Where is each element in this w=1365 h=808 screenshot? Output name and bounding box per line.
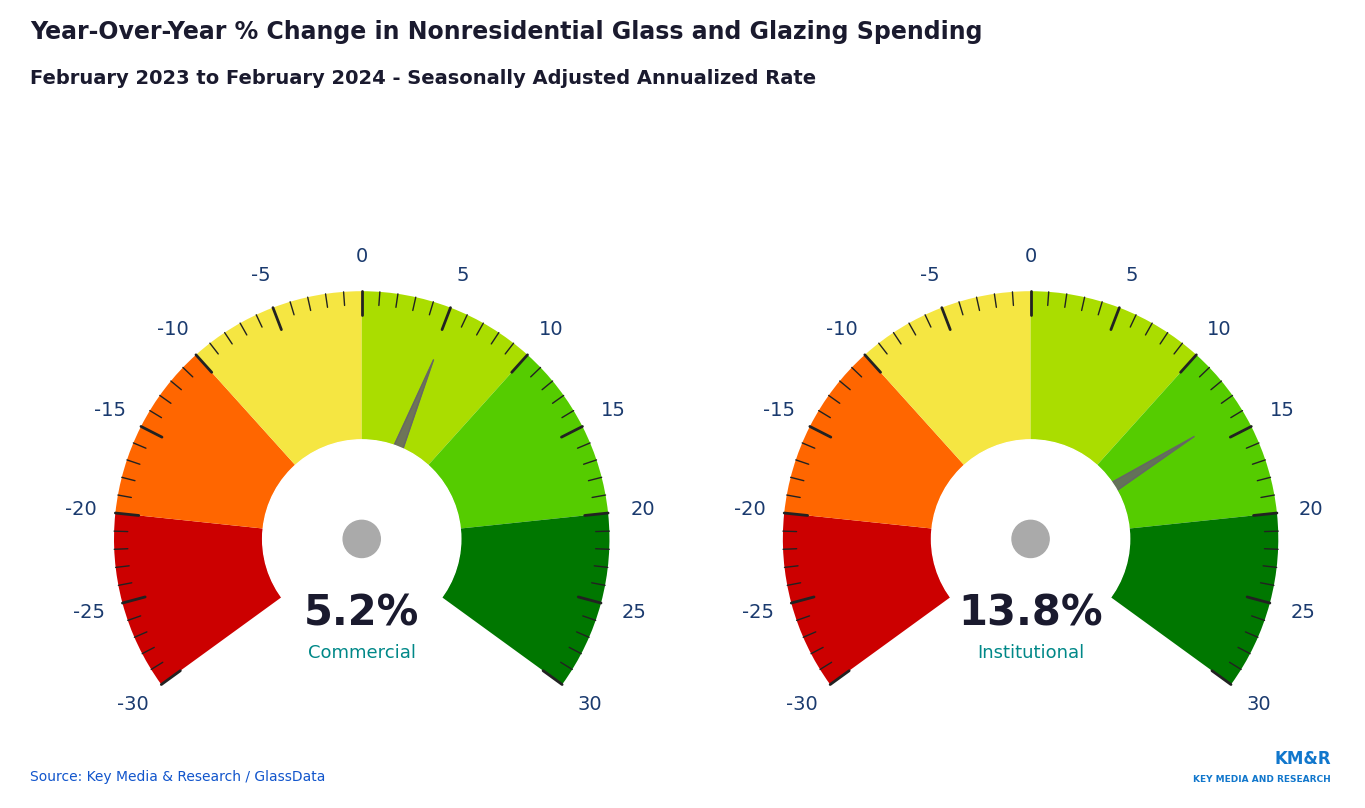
Text: KEY MEDIA AND RESEARCH: KEY MEDIA AND RESEARCH — [1193, 775, 1331, 784]
Wedge shape — [784, 513, 950, 684]
Circle shape — [343, 520, 381, 558]
Text: Commercial: Commercial — [307, 644, 416, 662]
Text: -25: -25 — [72, 603, 105, 621]
Wedge shape — [1097, 355, 1276, 528]
Text: 10: 10 — [538, 319, 562, 339]
Wedge shape — [865, 291, 1031, 465]
Text: 20: 20 — [1299, 500, 1324, 519]
Circle shape — [931, 440, 1130, 638]
Text: -10: -10 — [826, 319, 857, 339]
Wedge shape — [362, 291, 527, 465]
Text: -5: -5 — [920, 266, 939, 284]
Text: 13.8%: 13.8% — [958, 592, 1103, 634]
Text: 5: 5 — [1126, 266, 1138, 284]
Wedge shape — [1111, 513, 1278, 684]
Text: -20: -20 — [734, 500, 766, 519]
Text: -20: -20 — [66, 500, 97, 519]
Wedge shape — [116, 355, 295, 528]
Wedge shape — [1031, 291, 1196, 465]
Text: -15: -15 — [94, 402, 126, 420]
Text: Source: Key Media & Research / GlassData: Source: Key Media & Research / GlassData — [30, 770, 325, 784]
Wedge shape — [785, 355, 964, 528]
Text: Year-Over-Year % Change in Nonresidential Glass and Glazing Spending: Year-Over-Year % Change in Nonresidentia… — [30, 20, 983, 44]
Text: February 2023 to February 2024 - Seasonally Adjusted Annualized Rate: February 2023 to February 2024 - Seasona… — [30, 69, 816, 88]
Text: -30: -30 — [786, 696, 818, 714]
Text: KM&R: KM&R — [1275, 750, 1331, 768]
Text: 15: 15 — [601, 402, 625, 420]
Text: 5.2%: 5.2% — [304, 592, 419, 634]
Text: Institutional: Institutional — [977, 644, 1084, 662]
Text: 20: 20 — [631, 500, 655, 519]
Wedge shape — [442, 513, 609, 684]
Text: -30: -30 — [117, 696, 149, 714]
Polygon shape — [352, 360, 434, 543]
Wedge shape — [429, 355, 607, 528]
Wedge shape — [197, 291, 362, 465]
Circle shape — [262, 440, 461, 638]
Text: 15: 15 — [1269, 402, 1294, 420]
Text: 5: 5 — [457, 266, 470, 284]
Wedge shape — [115, 513, 281, 684]
Text: -15: -15 — [763, 402, 794, 420]
Text: 30: 30 — [577, 696, 602, 714]
Text: 30: 30 — [1246, 696, 1271, 714]
Text: 10: 10 — [1207, 319, 1231, 339]
Text: 25: 25 — [622, 603, 647, 621]
Circle shape — [1011, 520, 1050, 558]
Text: 0: 0 — [356, 247, 367, 266]
Text: -10: -10 — [157, 319, 188, 339]
Text: -25: -25 — [741, 603, 774, 621]
Text: 0: 0 — [1025, 247, 1036, 266]
Text: -5: -5 — [251, 266, 270, 284]
Polygon shape — [1025, 436, 1194, 547]
Text: 25: 25 — [1291, 603, 1316, 621]
